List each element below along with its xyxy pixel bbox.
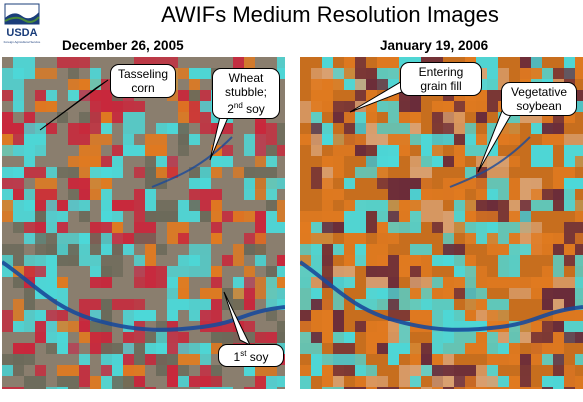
wheat-stubble-callout: Wheat stubble; 2nd soy	[212, 68, 280, 119]
tasseling-text: Tasseling corn	[117, 67, 169, 95]
tasseling-corn-callout: Tasseling corn	[110, 64, 176, 98]
first-soy-pointer	[223, 291, 252, 347]
page-title: AWIFs Medium Resolution Images	[161, 2, 499, 27]
usda-logo: USDA Foreign Agricultural Service	[2, 2, 42, 46]
right-panel-date: January 19, 2006	[380, 38, 489, 53]
vegetative-pointer	[477, 105, 513, 173]
entering-line-2: grain fill	[420, 79, 462, 93]
logo-text: USDA	[6, 27, 37, 39]
wheat-line-1: Wheat	[228, 71, 264, 85]
vegetative-line-2: soybean	[516, 99, 562, 113]
entering-grain-fill-callout: Entering grain fill	[400, 62, 482, 96]
vegetative-soybean-callout: Vegetative soybean	[501, 82, 577, 116]
vegetative-line-1: Vegetative	[510, 85, 568, 99]
first-soy-callout: 1st soy	[218, 344, 284, 367]
usda-logo-graphic: USDA Foreign Agricultural Service	[4, 3, 41, 44]
tasseling-pointer	[39, 79, 109, 131]
logo-subtext: Foreign Agricultural Service	[4, 40, 41, 44]
wheat-line-3: 2nd soy	[227, 101, 265, 116]
left-panel-date: December 26, 2005	[62, 38, 184, 53]
entering-line-1: Entering	[418, 65, 464, 79]
wheat-line-2: stubble;	[224, 85, 268, 99]
